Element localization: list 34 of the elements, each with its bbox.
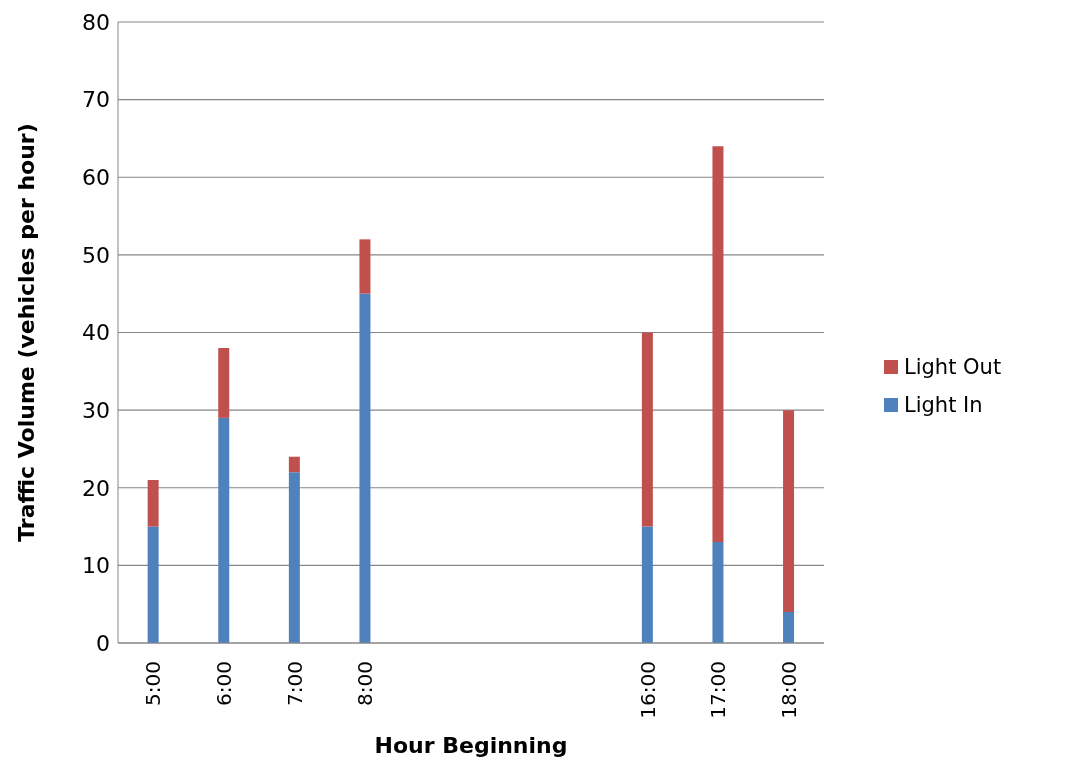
x-tick-label: 6:00 [211,661,236,706]
x-tick-label: 16:00 [635,661,660,719]
y-tick-label: 30 [82,397,110,423]
bar [783,611,795,643]
bar [359,293,371,643]
bar [288,472,300,643]
x-tick-label: 17:00 [706,661,731,719]
bar [147,526,159,643]
bar [359,239,371,294]
y-axis-title: Traffic Volume (vehicles per hour) [13,123,39,542]
bar [218,348,230,418]
bar [147,479,159,527]
bar [641,526,653,643]
bar [641,332,653,527]
y-tick-label: 60 [82,165,110,191]
y-tick-label: 0 [96,630,110,656]
bar [288,456,300,473]
x-tick-label: 8:00 [353,661,378,706]
y-tick-label: 10 [82,553,110,579]
bar [218,417,230,643]
legend-label: Light In [904,392,983,417]
bar [712,542,724,643]
y-tick-label: 50 [82,242,110,268]
y-tick-label: 80 [82,9,110,35]
x-tick-label: 5:00 [141,661,166,706]
bar [712,146,724,543]
y-tick-label: 40 [82,320,110,346]
x-axis-title: Hour Beginning [374,733,568,758]
bar [783,410,795,612]
y-tick-label: 20 [82,475,110,501]
y-tick-label: 70 [82,87,110,113]
x-tick-label: 18:00 [776,661,801,719]
x-tick-label: 7:00 [282,661,307,706]
legend-label: Light Out [904,354,1002,379]
